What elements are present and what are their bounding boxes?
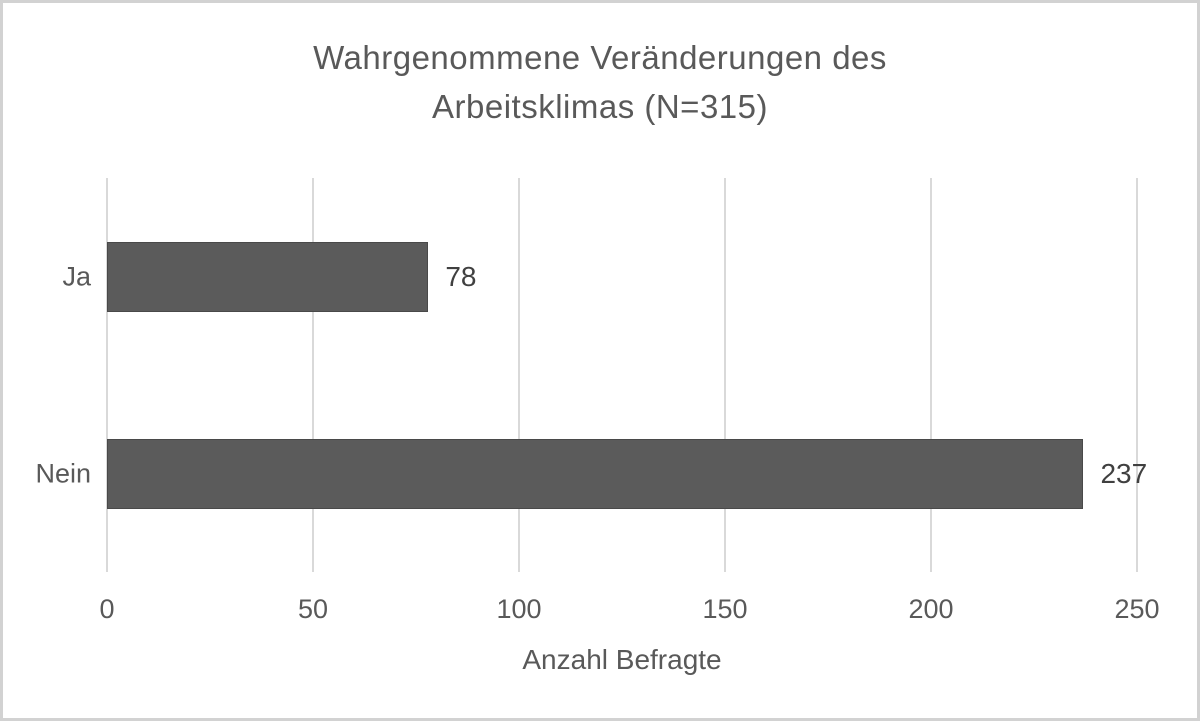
gridline [724, 178, 726, 572]
x-axis-title: Anzahl Befragte [522, 644, 722, 675]
bar-nein [107, 438, 1084, 509]
gridline [930, 178, 932, 572]
chart-title: Wahrgenommene Veränderungen des Arbeitsk… [3, 33, 1197, 131]
gridline [312, 178, 314, 572]
gridline [518, 178, 520, 572]
bar-value-label: 78 [445, 260, 477, 292]
x-tick-label: 250 [1114, 594, 1160, 624]
x-tick-label: 100 [496, 594, 542, 624]
gridline [106, 178, 108, 572]
x-tick-label: 0 [99, 594, 115, 624]
x-tick-label: 200 [908, 594, 954, 624]
bar-value-label: 237 [1100, 457, 1148, 489]
gridline [1136, 178, 1138, 572]
x-tick-label: 50 [297, 594, 329, 624]
chart-title-line-2: Arbeitsklimas (N=315) [431, 88, 769, 125]
bar-ja [107, 241, 429, 312]
category-label-ja: Ja [62, 261, 91, 291]
x-tick-label: 150 [702, 594, 748, 624]
category-label-nein: Nein [35, 458, 91, 488]
chart-title-line-1: Wahrgenommene Veränderungen des [313, 39, 887, 76]
